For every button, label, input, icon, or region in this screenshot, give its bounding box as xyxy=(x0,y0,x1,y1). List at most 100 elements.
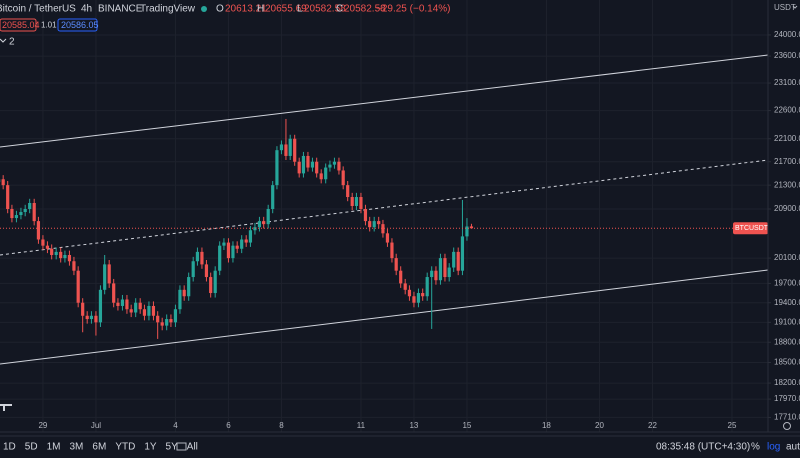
candle-body xyxy=(165,319,169,326)
candle-body xyxy=(222,242,226,246)
y-tick-label: 18800.00 xyxy=(774,337,800,346)
range-button[interactable]: 5Y xyxy=(166,442,179,453)
sell-price: 20585.04 xyxy=(2,20,40,30)
indicators-count[interactable]: 2 xyxy=(9,37,15,48)
candle-body xyxy=(271,185,275,210)
candle-body xyxy=(421,293,425,297)
range-button[interactable]: 6M xyxy=(92,442,106,453)
range-button[interactable]: 1D xyxy=(3,442,16,453)
x-tick-label: 6 xyxy=(226,421,231,430)
candle-body xyxy=(372,221,376,228)
y-tick-label: 23100.00 xyxy=(774,78,800,87)
y-tick-label: 22100.00 xyxy=(774,134,800,143)
candle-body xyxy=(465,226,469,237)
candle-body xyxy=(297,161,301,174)
x-tick-label: 15 xyxy=(462,421,471,430)
x-tick-label: 29 xyxy=(38,421,47,430)
candle-body xyxy=(14,215,19,219)
candle-body xyxy=(204,264,209,278)
candle-body xyxy=(368,221,372,228)
y-tick-label: 20900.00 xyxy=(774,204,800,213)
candle-body xyxy=(120,299,125,306)
y-tick-label: 17710.00 xyxy=(774,413,800,422)
candle-body xyxy=(178,289,182,310)
candle-body xyxy=(138,302,142,310)
range-button[interactable]: 1M xyxy=(47,442,61,453)
candle-body xyxy=(191,261,195,278)
candle-body xyxy=(359,197,363,210)
currency[interactable]: USDT xyxy=(774,3,796,12)
candle-body xyxy=(315,161,319,174)
candle-body xyxy=(213,270,217,294)
percent-toggle[interactable]: % xyxy=(751,442,760,453)
candle-body xyxy=(36,221,41,240)
candle-body xyxy=(452,251,456,268)
y-tick-label: 17970.00 xyxy=(774,394,800,403)
candle-body xyxy=(129,309,133,313)
candle-body xyxy=(10,209,14,219)
candle-body xyxy=(28,202,32,210)
auto-toggle[interactable]: auto xyxy=(786,442,800,453)
candle-body xyxy=(6,185,10,210)
range-button[interactable]: All xyxy=(187,442,198,453)
candle-body xyxy=(390,242,394,259)
legend-low: 20582.58 xyxy=(304,4,346,15)
x-tick-label: 25 xyxy=(728,421,737,430)
range-button[interactable]: 5D xyxy=(25,442,38,453)
candle-body xyxy=(324,167,328,180)
settings-icon[interactable] xyxy=(783,422,791,430)
range-button[interactable]: YTD xyxy=(115,442,135,453)
legend-h: H xyxy=(257,4,264,15)
candle-body xyxy=(81,302,85,316)
candle-body xyxy=(112,283,116,303)
candle-body xyxy=(354,197,359,206)
candle-body xyxy=(407,289,412,297)
candle-body xyxy=(160,322,164,326)
candle-body xyxy=(350,197,354,206)
clock: 08:35:48 (UTC+4:30) xyxy=(656,442,750,453)
candle-body xyxy=(235,245,239,249)
interval[interactable]: 4h xyxy=(81,4,92,15)
range-buttons: 1D 5D 1M 3M 6M YTD 1Y 5Y All xyxy=(3,442,198,453)
collapse-caret[interactable] xyxy=(0,38,7,43)
date-range-icon[interactable] xyxy=(176,442,187,451)
candle-body xyxy=(332,161,337,165)
candle-body xyxy=(438,258,443,281)
candle-body xyxy=(231,245,235,259)
buy-button[interactable] xyxy=(57,18,98,32)
y-tick-label: 18500.00 xyxy=(774,358,800,367)
range-button[interactable]: 1Y xyxy=(144,442,157,453)
candle-body xyxy=(151,305,156,316)
candle-body xyxy=(134,302,138,313)
candle-body xyxy=(363,209,368,222)
sell-button[interactable] xyxy=(0,18,37,32)
candle-body xyxy=(319,173,323,180)
log-toggle[interactable]: log xyxy=(767,442,780,453)
symbol-tag-text: BTCUSDT xyxy=(735,225,769,232)
legend-close: 20582.58 xyxy=(344,4,386,15)
candle-body xyxy=(41,239,45,246)
candle-body xyxy=(103,264,107,290)
x-tick-label: 20 xyxy=(595,421,604,430)
candle-body xyxy=(173,309,178,323)
candle-body xyxy=(72,261,76,271)
legend-c: C xyxy=(336,4,343,15)
candle-body xyxy=(337,161,341,171)
legend-open: 20613.21 xyxy=(225,4,267,15)
x-tick-label: 4 xyxy=(173,421,178,430)
candle-body xyxy=(456,251,460,271)
candle-body xyxy=(45,245,50,249)
candle-body xyxy=(67,254,72,262)
candle-body xyxy=(218,245,222,271)
range-button[interactable]: 3M xyxy=(70,442,84,453)
candle-body xyxy=(94,315,98,323)
candle-body xyxy=(469,226,474,229)
candle-body xyxy=(63,254,67,259)
candle-body xyxy=(346,185,350,198)
candle-body xyxy=(209,277,213,294)
candle-body xyxy=(195,251,200,262)
symbol[interactable]: Bitcoin / TetherUS xyxy=(0,4,76,15)
candle-body xyxy=(54,251,58,255)
legend-l: L xyxy=(297,4,303,15)
